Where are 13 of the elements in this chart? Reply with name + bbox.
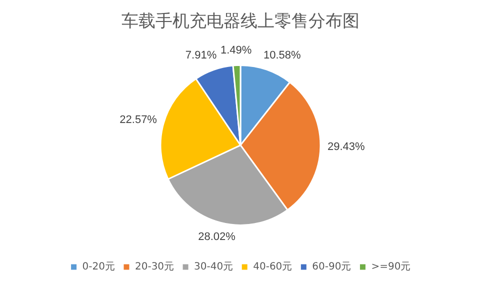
legend-label: 60-90元 [312, 262, 352, 273]
data-label: 10.58% [264, 49, 302, 62]
data-label: 22.57% [120, 114, 158, 126]
legend-label: 40-60元 [253, 262, 292, 273]
legend-label: 20-30元 [134, 262, 174, 273]
data-label: 1.49% [220, 44, 252, 56]
legend-label: >=90元 [371, 262, 411, 273]
data-label: 7.91% [185, 50, 217, 62]
legend-label: 30-40元 [194, 262, 234, 273]
chart-title: 车载手机充电器线上零售分布图 [122, 12, 360, 32]
data-label: 28.02% [198, 231, 236, 244]
data-label: 29.43% [327, 140, 366, 153]
legend-label: 0-20元 [82, 262, 115, 273]
